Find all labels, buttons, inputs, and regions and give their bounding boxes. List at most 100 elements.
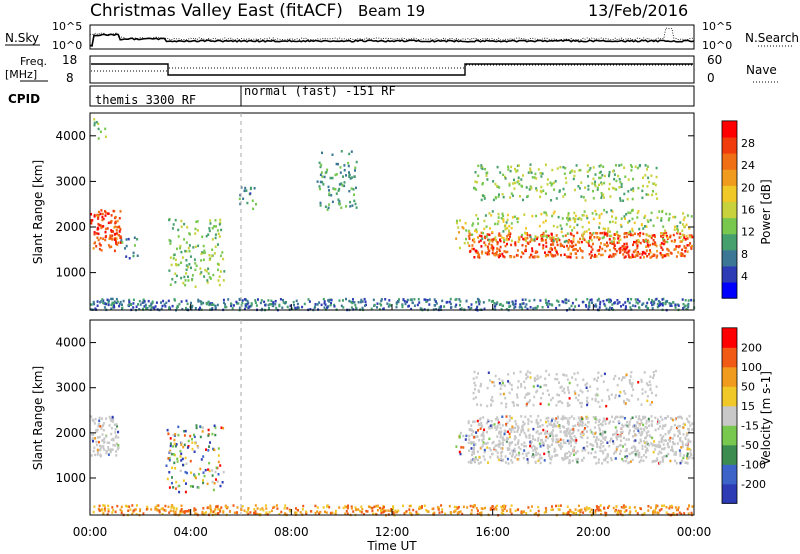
- velocity-cell: [515, 453, 518, 457]
- velocity-cell: [91, 438, 94, 441]
- power-cell: [610, 209, 613, 212]
- power-cell: [181, 307, 184, 311]
- power-colorbar-segment: [722, 136, 737, 154]
- velocity-cell: [547, 447, 549, 450]
- velocity-cell: [375, 513, 378, 516]
- power-cell: [363, 297, 366, 301]
- power-cell: [683, 305, 686, 309]
- power-cell: [281, 306, 284, 309]
- velocity-cell: [674, 451, 677, 454]
- velocity-cell: [567, 388, 570, 392]
- velocity-cell: [184, 456, 187, 460]
- power-cell: [110, 229, 113, 232]
- power-cell: [508, 224, 511, 228]
- velocity-cell: [612, 506, 615, 510]
- power-cell: [218, 275, 221, 278]
- power-cell: [582, 214, 585, 217]
- power-cell: [209, 277, 212, 280]
- power-cell: [581, 249, 584, 253]
- power-cell: [340, 150, 343, 153]
- velocity-cell: [641, 392, 644, 395]
- velocity-cell: [576, 383, 579, 387]
- velocity-cell: [586, 445, 589, 448]
- velocity-cell: [548, 454, 551, 457]
- velocity-cell: [105, 435, 108, 438]
- power-cell: [246, 201, 249, 205]
- power-cell: [618, 178, 621, 181]
- velocity-cell: [533, 376, 536, 380]
- power-cell: [674, 247, 677, 251]
- velocity-cell: [441, 510, 444, 514]
- velocity-cell: [175, 443, 178, 446]
- velocity-cell: [677, 416, 680, 419]
- power-cell: [143, 300, 146, 303]
- velocity-cell: [371, 509, 374, 513]
- velocity-cell: [173, 438, 176, 442]
- velocity-cell: [425, 508, 428, 512]
- power-cell: [188, 263, 191, 266]
- power-cell: [604, 243, 607, 246]
- velocity-cell: [470, 509, 473, 512]
- velocity-cell: [589, 442, 592, 446]
- velocity-cell: [486, 441, 489, 445]
- velocity-cell: [389, 509, 392, 513]
- power-cell: [175, 264, 178, 267]
- velocity-cell: [679, 436, 682, 440]
- power-cell: [179, 246, 182, 250]
- power-cell: [598, 165, 601, 168]
- velocity-cell: [582, 456, 585, 460]
- velocity-cell: [168, 456, 171, 460]
- velocity-cell: [214, 426, 217, 429]
- velocity-cell: [552, 435, 555, 438]
- velocity-cell: [131, 504, 134, 507]
- velocity-cell: [202, 471, 205, 474]
- power-cell: [207, 233, 210, 236]
- power-cell: [350, 306, 353, 309]
- power-cell: [583, 238, 586, 242]
- power-cell: [540, 212, 543, 216]
- power-cell: [135, 305, 138, 308]
- power-cell: [635, 301, 638, 304]
- power-cell: [192, 246, 195, 249]
- power-cell: [499, 234, 502, 237]
- power-cell: [524, 248, 527, 251]
- velocity-cell: [653, 440, 656, 443]
- velocity-cell: [619, 415, 622, 419]
- velocity-cell: [172, 486, 175, 489]
- velocity-cell: [513, 437, 516, 441]
- velocity-cell: [531, 435, 534, 438]
- velocity-cell: [299, 511, 302, 514]
- power-cell: [98, 247, 101, 251]
- velocity-cell: [508, 391, 511, 395]
- power-cell: [270, 299, 273, 303]
- velocity-cell: [601, 434, 604, 437]
- velocity-cell: [665, 511, 668, 514]
- velocity-cell: [560, 385, 563, 388]
- velocity-cell: [655, 504, 658, 507]
- velocity-cell: [687, 512, 690, 515]
- power-cell: [151, 301, 154, 305]
- power-cell: [629, 232, 632, 236]
- power-cell: [581, 233, 584, 237]
- velocity-cell: [209, 511, 212, 514]
- power-cell: [337, 198, 340, 201]
- power-cell: [486, 178, 489, 181]
- power-cell: [611, 220, 614, 223]
- power-cell: [641, 303, 644, 306]
- velocity-cell: [594, 393, 597, 397]
- power-cell: [611, 186, 614, 190]
- power-cell: [518, 182, 521, 186]
- velocity-cell: [202, 507, 205, 510]
- power-cell: [263, 300, 266, 304]
- velocity-cell: [678, 511, 681, 514]
- power-cell: [579, 247, 581, 250]
- power-cell: [683, 245, 686, 248]
- velocity-cell: [112, 443, 115, 447]
- power-cell: [578, 241, 581, 244]
- velocity-cell: [135, 513, 138, 516]
- power-cell: [448, 300, 451, 304]
- velocity-cell: [579, 510, 582, 514]
- velocity-cell: [689, 424, 692, 427]
- velocity-cell: [100, 427, 103, 430]
- velocity-cell: [467, 420, 470, 423]
